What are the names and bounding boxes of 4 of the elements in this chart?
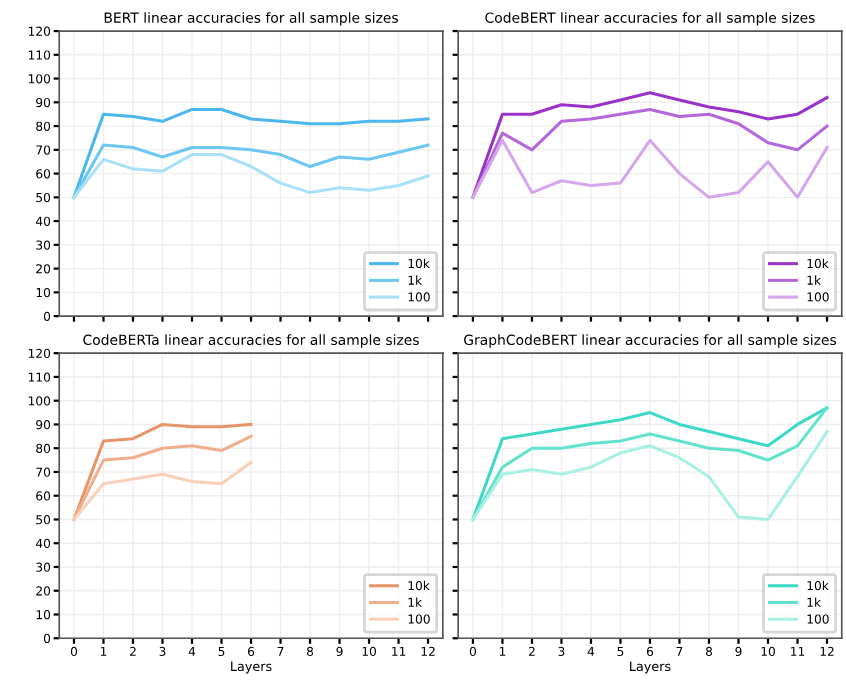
line-series <box>72 107 430 199</box>
line-series <box>72 460 253 521</box>
line-series <box>72 153 430 199</box>
line-series <box>72 143 430 199</box>
